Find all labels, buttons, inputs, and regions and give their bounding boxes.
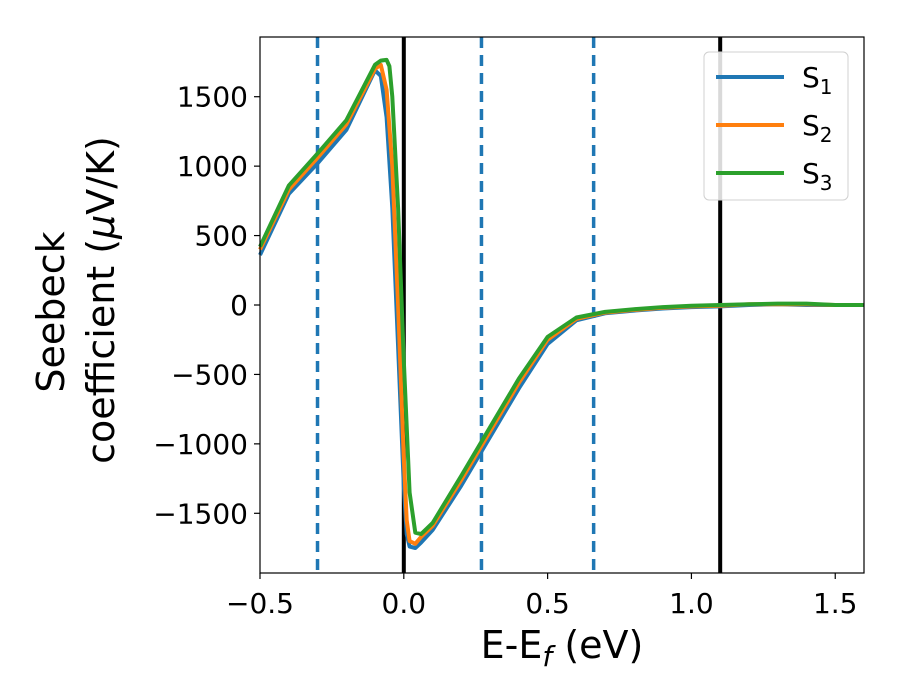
axis-ticks: −0.5 0.0 0.5 1.0 1.5 −1500 −1000 −500 0 500 1000 15… xyxy=(153,81,857,620)
legend-label-1: S1 xyxy=(802,61,833,99)
y-axis-label-line2: coefficient (μV/K) xyxy=(79,136,123,464)
series-lines xyxy=(258,57,864,550)
y-tick-label-4: 500 xyxy=(195,220,248,253)
y-tick-label-5: 1000 xyxy=(177,150,248,183)
y-tick-label-2: −500 xyxy=(171,358,248,391)
y-tick-label-6: 1500 xyxy=(177,81,248,114)
y-tick-label-0: −1500 xyxy=(153,497,248,530)
x-tick-label-1: 0.0 xyxy=(382,587,427,620)
legend-label-3: S3 xyxy=(802,157,833,195)
y-tick-label-3: 0 xyxy=(230,289,248,322)
x-tick-label-0: −0.5 xyxy=(226,587,294,620)
x-tick-label-3: 1.0 xyxy=(669,587,714,620)
y-axis-label-line1: Seebeck xyxy=(29,231,73,392)
y-tick-label-1: −1000 xyxy=(153,428,248,461)
legend-label-2: S2 xyxy=(802,109,833,147)
x-tick-label-4: 1.5 xyxy=(813,587,858,620)
series-line-3 xyxy=(258,57,864,537)
legend: S1 S2 S3 xyxy=(703,51,849,201)
y-axis-label: Seebeck coefficient (μV/K) xyxy=(29,136,123,464)
reference-lines xyxy=(315,37,723,573)
x-axis-label: E-Ef (eV) xyxy=(481,623,644,673)
x-tick-label-2: 0.5 xyxy=(525,587,570,620)
